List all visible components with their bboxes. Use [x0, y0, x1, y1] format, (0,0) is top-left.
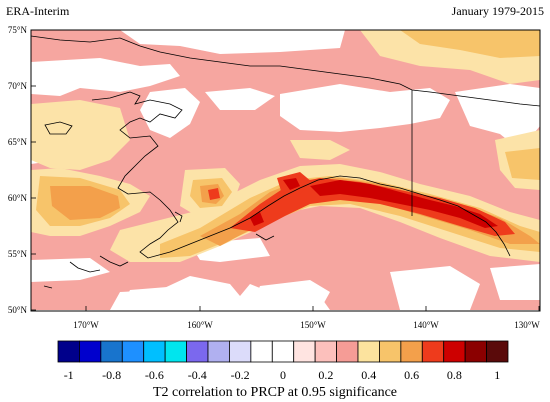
lat-label-50: 50°N: [7, 305, 27, 315]
colorbar-cell: [314, 340, 337, 363]
colorbar-cell: [486, 340, 509, 363]
colorbar-cell: [186, 340, 209, 363]
colorbar-cell: [336, 340, 359, 363]
colorbar-tick-label: -0.4: [187, 368, 207, 382]
dataset-title: ERA-Interim: [6, 4, 70, 18]
colorbar-cell: [271, 340, 295, 363]
coastlines: [31, 35, 540, 289]
colorbar-cell: [57, 340, 80, 363]
shading-layer: [31, 30, 540, 311]
colorbar-cell: [464, 340, 487, 363]
colorbar-tick-label: 0.4: [361, 368, 377, 382]
lon-label-150w: 150°W: [300, 320, 326, 330]
colorbar-cell: [164, 340, 187, 363]
colorbar-tick-label: -1: [63, 368, 74, 382]
colorbar-cell: [293, 340, 316, 363]
lon-label-170w: 170°W: [73, 320, 99, 330]
lat-label-55: 55°N: [7, 249, 27, 259]
lon-label-130w: 130°W: [514, 320, 540, 330]
colorbar-tick-label: -0.2: [230, 368, 250, 382]
colorbar: [57, 340, 509, 363]
colorbar-cell: [250, 340, 273, 363]
map-frame: [30, 29, 541, 312]
colorbar-cell: [100, 340, 123, 363]
lat-label-70: 70°N: [7, 81, 27, 91]
colorbar-cell: [357, 340, 380, 363]
colorbar-tick-label: 0.8: [446, 368, 462, 382]
colorbar-tick-label: 0.2: [318, 368, 334, 382]
colorbar-cell: [421, 340, 445, 363]
colorbar-cell: [379, 340, 402, 363]
colorbar-tick-label: -0.6: [144, 368, 164, 382]
lat-label-60: 60°N: [7, 193, 27, 203]
colorbar-tick-label: 0: [280, 368, 286, 382]
colorbar-cell: [443, 340, 466, 363]
colorbar-tick-label: 0.6: [404, 368, 420, 382]
period-title: January 1979-2015: [451, 4, 544, 18]
colorbar-cell: [121, 340, 145, 363]
lon-label-140w: 140°W: [413, 320, 439, 330]
colorbar-cell: [207, 340, 230, 363]
colorbar-tick-label: -0.8: [102, 368, 122, 382]
colorbar-cell: [400, 340, 423, 363]
map-ticks: [31, 29, 540, 311]
colorbar-tick-label: 1: [494, 368, 501, 382]
lon-label-160w: 160°W: [187, 320, 213, 330]
dark-red-shading: [250, 178, 498, 228]
colorbar-cell: [143, 340, 166, 363]
white-gaps: [31, 30, 540, 310]
lat-label-75: 75°N: [7, 25, 27, 35]
colorbar-cell: [79, 340, 102, 363]
lat-label-65: 65°N: [7, 137, 27, 147]
colorbar-cell: [229, 340, 252, 363]
colorbar-caption: T2 correlation to PRCP at 0.95 significa…: [152, 385, 398, 400]
